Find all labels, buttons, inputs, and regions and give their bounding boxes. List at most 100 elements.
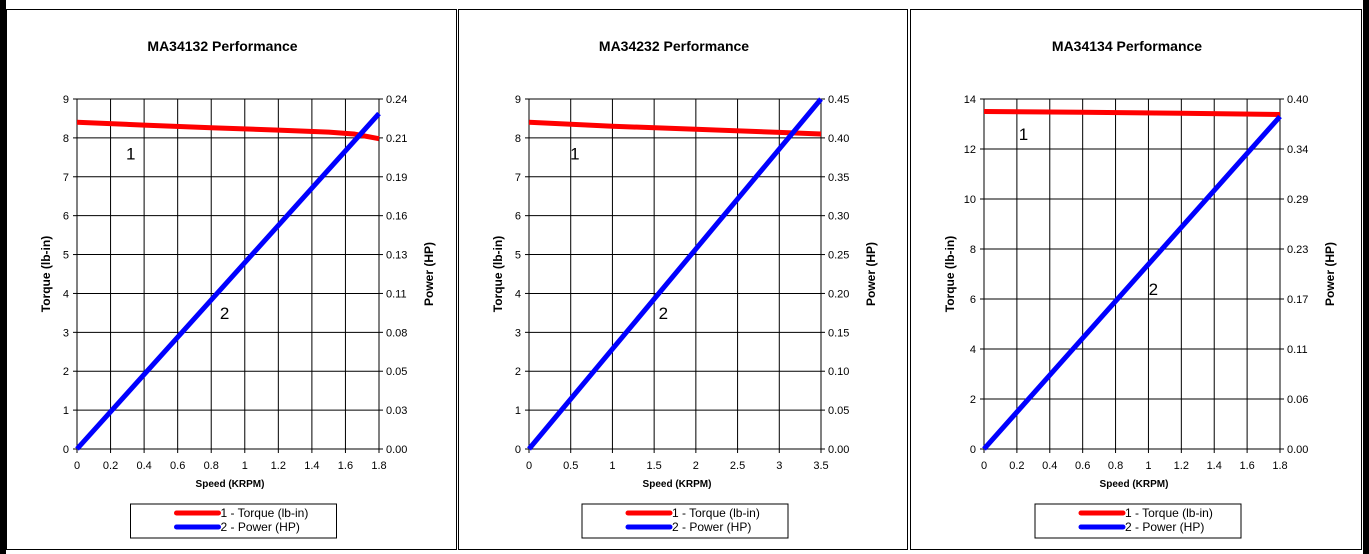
chart-title: MA34232 Performance <box>599 38 749 54</box>
y-axis-label: Torque (lb-in) <box>943 236 957 312</box>
y2-tick-label: 0.00 <box>828 444 849 456</box>
y-tick-label: 4 <box>63 288 69 300</box>
x-tick-label: 1 <box>1145 460 1151 472</box>
y2-tick-label: 0.11 <box>386 288 407 300</box>
x-tick-label: 0 <box>74 460 80 472</box>
x-tick-label: 2.5 <box>730 460 745 472</box>
y-tick-label: 5 <box>515 250 521 262</box>
y2-tick-label: 0.29 <box>1287 194 1308 206</box>
x-tick-label: 1.4 <box>304 460 319 472</box>
right-frame-bar <box>1363 0 1369 554</box>
chart-svg: MA34232 Performance 0 0.5 1 1.5 2 2.5 3 3.5 0 1 2 3 4… <box>491 38 878 539</box>
power-line <box>75 111 381 451</box>
y-tick-label: 0 <box>63 444 69 456</box>
chart-panel-1: MA34132 Performance 0 0.2 0.4 0.6 0.8 1 1.2 1.4 1… <box>6 9 457 550</box>
y2-tick-label: 0.30 <box>828 211 849 223</box>
x-tick-label: 0 <box>526 460 532 472</box>
x-tick-label: 2 <box>693 460 699 472</box>
y-tick-label: 12 <box>964 144 976 156</box>
x-tick-label: 0 <box>981 460 987 472</box>
y2-tick-label: 0.23 <box>1287 244 1308 256</box>
x-tick-label: 1 <box>609 460 615 472</box>
y2-tick-label: 0.00 <box>386 444 407 456</box>
torque-line <box>983 109 1281 117</box>
x-tick-label: 0.8 <box>1108 460 1123 472</box>
x-axis-label: Speed (KRPM) <box>1100 479 1169 490</box>
y-tick-label: 0 <box>970 444 976 456</box>
legend-torque-label: 1 - Torque (lb-in) <box>672 506 760 520</box>
y-tick-label: 1 <box>515 405 521 417</box>
y-tick-label: 3 <box>63 327 69 339</box>
y-tick-label: 0 <box>515 444 521 456</box>
x-tick-label: 1.6 <box>1239 460 1254 472</box>
y2-tick-label: 0.13 <box>386 250 407 262</box>
x-tick-label: 0.8 <box>204 460 219 472</box>
y2-tick-label: 0.19 <box>386 172 407 184</box>
y-tick-label: 8 <box>515 133 521 145</box>
legend-torque-label: 1 - Torque (lb-in) <box>221 506 309 520</box>
y-tick-label: 4 <box>515 288 521 300</box>
y2-tick-label: 0.45 <box>828 94 849 106</box>
legend-power-label: 2 - Power (HP) <box>1125 520 1204 534</box>
legend-box <box>581 503 789 539</box>
y-tick-label: 1 <box>63 405 69 417</box>
y2-tick-label: 0.10 <box>828 366 849 378</box>
x-tick-label: 1.5 <box>646 460 661 472</box>
y2-tick-label: 0.40 <box>1287 94 1308 106</box>
x-tick-label: 0.6 <box>1075 460 1090 472</box>
y-tick-label: 2 <box>970 394 976 406</box>
y-tick-label: 8 <box>970 244 976 256</box>
x-tick-label: 0.4 <box>136 460 151 472</box>
curve-label: 1 <box>126 144 135 163</box>
y-tick-label: 3 <box>515 327 521 339</box>
y-tick-label: 4 <box>970 344 976 356</box>
y-tick-label: 6 <box>970 294 976 306</box>
curve-label: 1 <box>1019 125 1028 144</box>
y2-tick-label: 0.17 <box>1287 294 1308 306</box>
power-line <box>527 97 823 451</box>
power-line <box>982 114 1282 451</box>
x-tick-label: 0.5 <box>563 460 578 472</box>
y2-axis-label: Power (HP) <box>1323 242 1337 306</box>
y2-tick-label: 0.00 <box>1287 444 1308 456</box>
chart-title: MA34132 Performance <box>147 38 297 54</box>
y2-tick-label: 0.35 <box>828 172 849 184</box>
y2-axis-label: Power (HP) <box>422 242 436 306</box>
y2-tick-label: 0.16 <box>386 211 407 223</box>
x-tick-label: 1.2 <box>1174 460 1189 472</box>
y2-tick-label: 0.03 <box>386 405 407 417</box>
y-tick-label: 2 <box>515 366 521 378</box>
y2-tick-label: 0.21 <box>386 133 407 145</box>
legend-power-label: 2 - Power (HP) <box>221 520 300 534</box>
x-tick-label: 3 <box>776 460 782 472</box>
x-tick-label: 3.5 <box>813 460 828 472</box>
y2-tick-label: 0.06 <box>1287 394 1308 406</box>
y-tick-label: 14 <box>964 94 976 106</box>
left-frame-bar <box>0 0 6 554</box>
y-tick-label: 8 <box>63 133 69 145</box>
chart-panel-2: MA34232 Performance 0 0.5 1 1.5 2 2.5 3 3.5 0 1 2 3 4… <box>458 9 908 550</box>
legend-box <box>130 503 337 539</box>
y2-tick-label: 0.05 <box>828 405 849 417</box>
curve-label: 2 <box>1149 280 1158 299</box>
x-tick-label: 0.4 <box>1042 460 1057 472</box>
plot-area-border <box>76 98 380 450</box>
y-tick-label: 2 <box>63 366 69 378</box>
y2-tick-label: 0.05 <box>386 366 407 378</box>
y-tick-label: 9 <box>63 94 69 106</box>
legend-power-label: 2 - Power (HP) <box>672 520 751 534</box>
curve-label: 2 <box>659 304 668 323</box>
y-axis-label: Torque (lb-in) <box>491 236 505 312</box>
x-tick-label: 1.6 <box>338 460 353 472</box>
x-tick-label: 1 <box>242 460 248 472</box>
y-tick-label: 7 <box>63 172 69 184</box>
chart-panel-3: MA34134 Performance 0 0.2 0.4 0.6 0.8 1 1.2 1.4 1… <box>910 9 1362 550</box>
x-tick-label: 1.2 <box>271 460 286 472</box>
torque-line <box>528 119 822 137</box>
x-axis-label: Speed (KRPM) <box>643 479 712 490</box>
torque-line <box>76 119 380 142</box>
curve-label: 2 <box>220 304 229 323</box>
y2-tick-label: 0.34 <box>1287 144 1308 156</box>
x-axis-label: Speed (KRPM) <box>196 479 265 490</box>
x-tick-label: 1.4 <box>1207 460 1222 472</box>
